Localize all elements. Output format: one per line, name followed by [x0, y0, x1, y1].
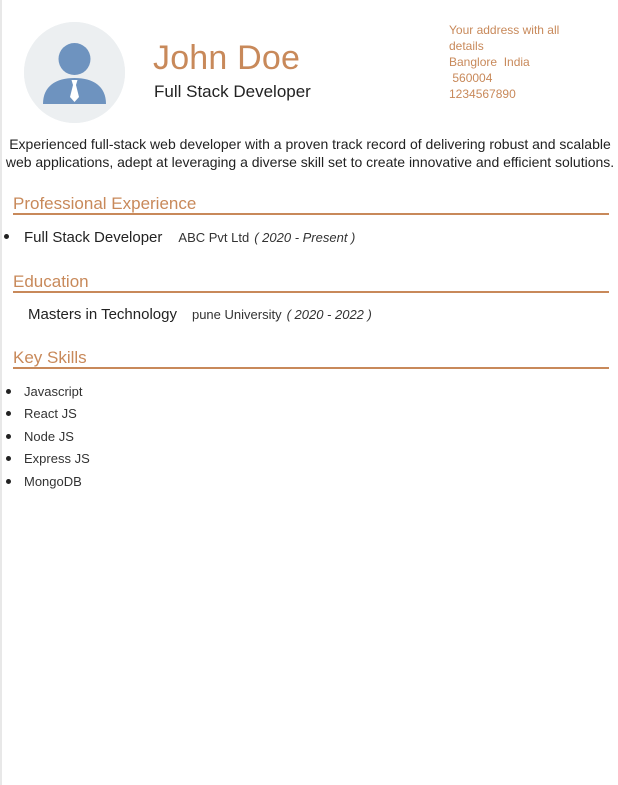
skill-item: Node JS [6, 425, 90, 448]
skill-label: Javascript [24, 383, 83, 399]
skill-label: React JS [24, 406, 77, 422]
person-silhouette-icon [24, 22, 125, 123]
education-period: ( 2020 - 2022 ) [286, 307, 372, 322]
profile-summary: Experienced full-stack web developer wit… [5, 136, 615, 170]
phone-number: 1234567890 [449, 87, 516, 101]
education-item: Masters in Technology pune University ( … [28, 306, 372, 326]
bullet-icon [6, 433, 11, 439]
skill-item: Express JS [6, 448, 90, 471]
address-postcode: 560004 [449, 71, 493, 85]
address-city-country: Banglore India [449, 55, 530, 69]
bullet-icon [6, 456, 11, 462]
company-name: ABC Pvt Ltd [178, 230, 250, 245]
job-period: ( 2020 - Present ) [254, 230, 356, 245]
skills-section-title: Key Skills [13, 348, 87, 367]
skills-section-divider [13, 367, 609, 369]
experience-section-title: Professional Experience [13, 194, 197, 213]
job-title: Full Stack Developer [24, 229, 163, 246]
school-name: pune University [191, 307, 282, 322]
skill-item: Javascript [6, 380, 90, 403]
address-line: Your address with all [449, 23, 560, 37]
skill-label: MongoDB [24, 473, 82, 489]
address-line: details [449, 39, 484, 53]
experience-item: Full Stack Developer ABC Pvt Ltd ( 2020 … [4, 229, 355, 249]
avatar [24, 22, 125, 123]
skills-list: Javascript React JS Node JS Express JS M… [6, 380, 90, 493]
bullet-icon [6, 411, 11, 417]
skill-label: Express JS [24, 451, 90, 467]
education-section-title: Education [13, 272, 89, 291]
skill-item: MongoDB [6, 470, 90, 493]
bullet-icon [6, 388, 11, 394]
bullet-icon [6, 478, 11, 484]
bullet-icon [4, 234, 9, 239]
candidate-name: John Doe [153, 39, 301, 77]
resume-header: John Doe Full Stack Developer Your addre… [0, 0, 618, 130]
skill-item: React JS [6, 403, 90, 426]
skill-label: Node JS [24, 428, 74, 444]
degree-name: Masters in Technology [28, 306, 177, 323]
contact-block: Your address with all details Banglore I… [449, 22, 589, 102]
page-left-border [0, 0, 2, 785]
candidate-role: Full Stack Developer [154, 82, 311, 101]
experience-section-divider [13, 213, 609, 215]
education-section-divider [13, 291, 609, 293]
